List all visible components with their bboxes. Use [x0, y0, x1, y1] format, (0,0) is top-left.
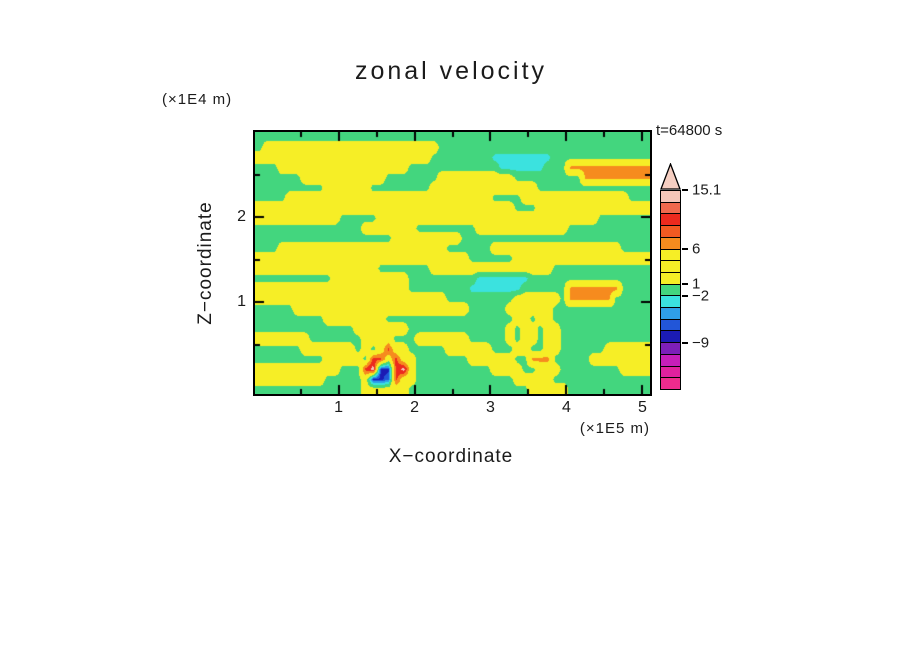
colorbar [660, 190, 681, 390]
colorbar-tick [682, 283, 688, 285]
colorbar-segment [661, 283, 680, 296]
colorbar-segment [661, 271, 680, 284]
colorbar-tick-label: 6 [692, 240, 701, 258]
colorbar-arrow-icon [660, 163, 681, 190]
x-tick-label: 1 [334, 399, 343, 416]
colorbar-tick-label: −9 [692, 334, 710, 352]
x-tick-label: 3 [486, 399, 495, 416]
plot-area [253, 130, 652, 396]
x-tick-label: 4 [561, 399, 571, 416]
colorbar-segment [661, 213, 680, 226]
colorbar-segment [661, 330, 680, 343]
colorbar-segment [661, 353, 680, 366]
x-axis-units-label: (×1E5 m) [579, 420, 650, 437]
contour-field-canvas [255, 132, 650, 394]
colorbar-segment [661, 236, 680, 249]
colorbar-tick [682, 189, 688, 191]
colorbar-segment [661, 248, 680, 261]
colorbar-segment [661, 365, 680, 378]
colorbar-tick [682, 342, 688, 344]
z-axis-units-label: (×1E4 m) [162, 91, 233, 108]
colorbar-segment [661, 307, 680, 319]
colorbar-tick [682, 294, 688, 297]
colorbar-segment [661, 260, 680, 272]
colorbar-segment [661, 318, 680, 331]
z-tick-label: 2 [237, 208, 246, 226]
x-axis-title: X−coordinate [388, 446, 514, 467]
z-axis-title: Z−coordinate [195, 201, 216, 325]
colorbar-tick [682, 247, 688, 250]
colorbar-tick-label: 1 [692, 275, 701, 293]
chart-title: zonal velocity [354, 57, 548, 85]
z-tick-label: 1 [237, 293, 246, 311]
colorbar-segment [661, 377, 680, 389]
colorbar-tick-label: 15.1 [692, 181, 722, 199]
colorbar-tick-label: −2 [692, 287, 710, 305]
colorbar-segment [661, 201, 680, 214]
colorbar-segment [661, 225, 680, 237]
colorbar-segment [661, 191, 680, 202]
colorbar-segment [661, 342, 680, 354]
colorbar-segment [661, 295, 680, 308]
time-annotation: t=64800 s [656, 122, 723, 139]
x-tick-label: 5 [637, 399, 647, 416]
x-tick-label: 2 [410, 399, 419, 416]
